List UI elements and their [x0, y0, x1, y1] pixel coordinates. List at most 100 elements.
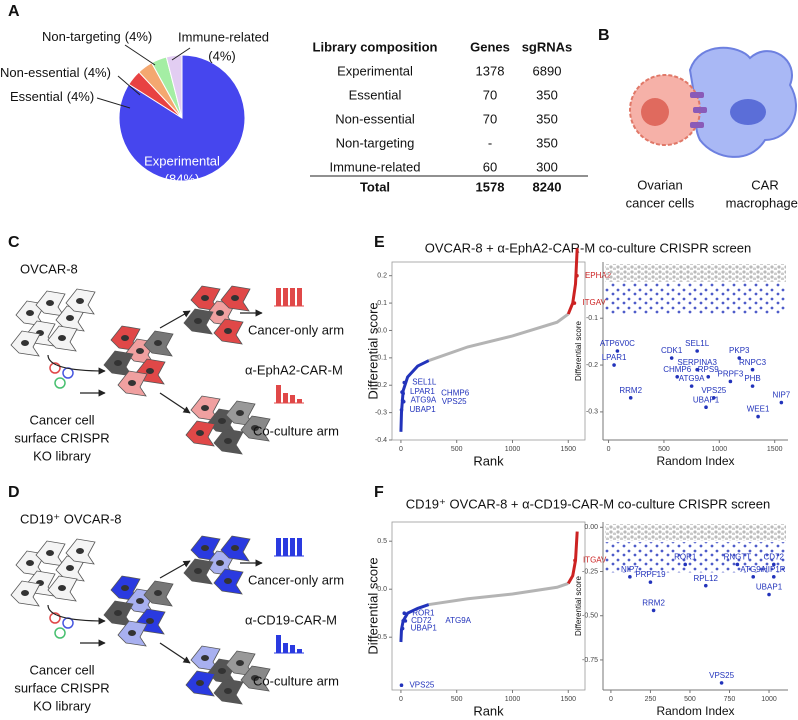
label: 8240: [533, 179, 562, 194]
label: RNPC3: [739, 358, 767, 367]
label: CHMP6: [441, 389, 470, 398]
cell-nucleus: [121, 585, 129, 591]
cell-nucleus: [21, 590, 29, 596]
bar-icon: [283, 538, 288, 556]
cell-nucleus: [231, 545, 239, 551]
label: 1000: [505, 696, 521, 703]
label: surface CRISPR: [14, 430, 109, 445]
cell-nucleus: [218, 418, 226, 424]
label: 0: [399, 696, 403, 703]
label: 250: [645, 696, 657, 703]
label: VPS25: [409, 680, 434, 689]
label: UBAP1: [411, 624, 438, 633]
label: E: [374, 234, 385, 251]
cell-nucleus: [76, 548, 84, 554]
label: 1500: [767, 446, 783, 453]
library-bead: [49, 362, 61, 374]
label: 0.1: [377, 300, 387, 307]
label: 1578: [476, 179, 505, 194]
gene-point: [695, 349, 699, 353]
bar-icon: [290, 645, 295, 653]
cell-nucleus: [231, 295, 239, 301]
gene-point: [612, 363, 616, 367]
label: Cancer cell: [29, 662, 94, 677]
label: C: [8, 234, 20, 251]
label: F: [374, 484, 384, 501]
label: KO library: [33, 698, 91, 713]
cell-nucleus: [201, 545, 209, 551]
label: CD19⁺ OVCAR-8: [20, 511, 122, 526]
bar-icon: [283, 393, 288, 403]
library-bead: [54, 627, 66, 639]
cell-nucleus: [146, 618, 154, 624]
label: 70: [483, 111, 497, 126]
label: OVCAR-8: [20, 261, 78, 276]
rank-curve: [566, 531, 579, 585]
gene-point: [575, 273, 579, 278]
label: ROR1: [674, 553, 697, 562]
bar-icon: [283, 643, 288, 653]
label: CAR: [751, 177, 778, 192]
gene-point: [683, 562, 688, 567]
gene-point: [706, 374, 711, 379]
gene-point: [401, 391, 405, 396]
label: HIP1R: [762, 565, 786, 574]
label: RNGTT: [724, 553, 752, 562]
label: 70: [483, 87, 497, 102]
background-dots: [605, 524, 786, 541]
pie-label: Non-targeting (4%): [42, 29, 152, 44]
label: SEL1L: [685, 339, 710, 348]
gene-point: [402, 380, 407, 385]
label: Co-culture arm: [253, 673, 339, 688]
label: RRM2: [619, 386, 642, 395]
cell-nucleus: [58, 585, 66, 591]
label: -0.4: [375, 437, 387, 444]
arrow: [159, 392, 191, 414]
cell-nucleus: [46, 300, 54, 306]
background-dots: [605, 283, 786, 316]
cell-nucleus: [216, 310, 224, 316]
gene-point: [615, 349, 620, 353]
label: 350: [536, 87, 558, 102]
label: B: [598, 27, 610, 44]
car-receptor: [690, 122, 704, 128]
cell-nucleus: [216, 560, 224, 566]
label: CDK1: [661, 346, 683, 355]
leader-line: [171, 47, 191, 61]
label: 1500: [560, 696, 576, 703]
label: 500: [451, 446, 463, 453]
cell-nucleus: [236, 410, 244, 416]
label: 0.0: [377, 327, 387, 334]
label: -: [488, 135, 492, 150]
label: Random Index: [656, 704, 734, 718]
label: 0.5: [377, 538, 387, 545]
label: 1378: [476, 63, 505, 78]
plot-frame: [391, 261, 586, 441]
cell-nucleus: [136, 598, 144, 604]
label: ATG9A: [740, 565, 766, 574]
gene-point: [400, 626, 405, 631]
gene-point: [779, 400, 784, 405]
gene-point: [648, 580, 653, 584]
label: NIP7: [621, 565, 639, 574]
label: Cancer cell: [29, 412, 94, 427]
label: PRPF19: [635, 570, 666, 579]
macrophage-nucleus: [730, 99, 766, 125]
label: 60: [483, 159, 497, 174]
y-axis-label: Differential score: [574, 576, 583, 636]
label: RPS9: [698, 365, 719, 374]
gene-point: [675, 374, 680, 379]
rank-curve: [399, 603, 430, 643]
label: PKP3: [729, 346, 750, 355]
label: 750: [724, 696, 736, 703]
label: ATG9A: [445, 616, 471, 625]
label: ITGAV: [583, 556, 607, 565]
gene-point: [403, 619, 408, 623]
cell-nucleus: [26, 310, 34, 316]
label: 0: [399, 446, 403, 453]
cell-nucleus: [26, 560, 34, 566]
label: Library composition: [313, 39, 438, 54]
cell-nucleus: [66, 315, 74, 321]
car-receptor: [690, 92, 704, 98]
